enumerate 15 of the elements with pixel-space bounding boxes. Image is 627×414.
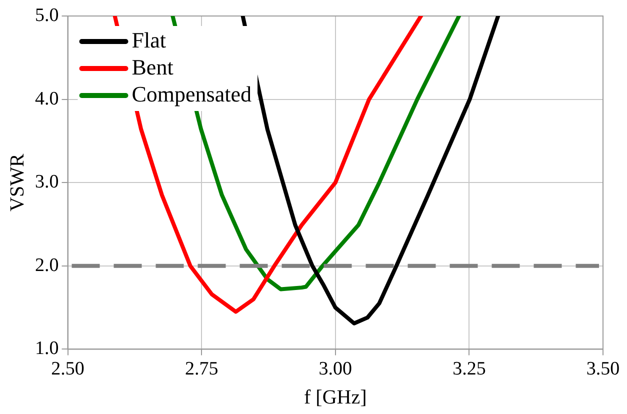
y-tick-label: 1.0	[35, 338, 59, 360]
legend-label: Compensated	[132, 81, 252, 106]
x-tick-label: 2.75	[184, 358, 218, 380]
y-tick-label: 4.0	[35, 88, 59, 110]
x-tick-label: 3.50	[586, 358, 620, 380]
x-tick-label: 3.25	[452, 358, 486, 380]
y-tick-label: 2.0	[35, 254, 59, 276]
y-axis-title: VSWR	[6, 153, 28, 212]
legend-label: Flat	[132, 27, 166, 52]
x-tick-label: 3.00	[318, 358, 352, 380]
y-tick-label: 3.0	[35, 172, 59, 193]
x-axis-title: f [GHz]	[304, 386, 367, 408]
y-tick-label: 5.0	[35, 4, 59, 26]
x-tick-label: 2.50	[51, 358, 84, 380]
legend-label: Bent	[132, 54, 174, 80]
